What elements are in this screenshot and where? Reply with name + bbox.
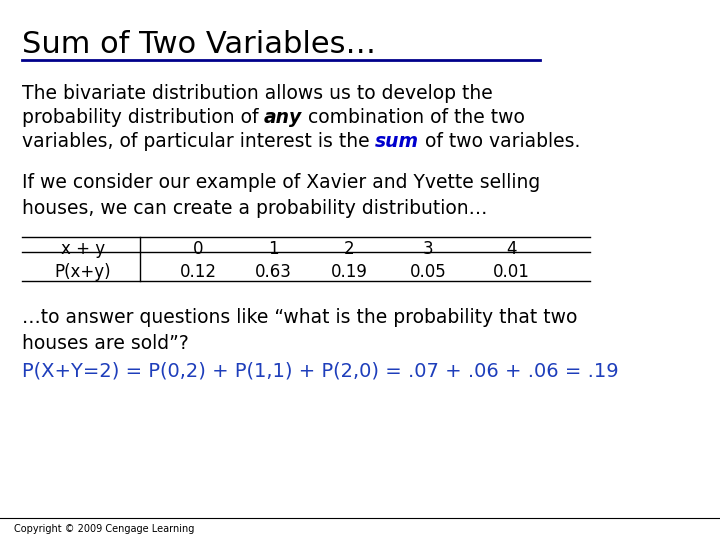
- Text: P(X+Y=2) = P(0,2) + P(1,1) + P(2,0) = .07 + .06 + .06 = .19: P(X+Y=2) = P(0,2) + P(1,1) + P(2,0) = .0…: [22, 362, 618, 381]
- Text: sum: sum: [375, 132, 419, 151]
- Text: 0.63: 0.63: [255, 263, 292, 281]
- Text: The bivariate distribution allows us to develop the: The bivariate distribution allows us to …: [22, 84, 492, 103]
- Text: of two variables.: of two variables.: [419, 132, 580, 151]
- Text: Copyright © 2009 Cengage Learning: Copyright © 2009 Cengage Learning: [14, 523, 195, 534]
- Text: 0.05: 0.05: [410, 263, 447, 281]
- Text: Sum of Two Variables…: Sum of Two Variables…: [22, 30, 376, 59]
- Text: any: any: [264, 108, 302, 127]
- Text: variables, of particular interest is the: variables, of particular interest is the: [22, 132, 375, 151]
- Text: 3: 3: [423, 240, 433, 258]
- Text: 0: 0: [193, 240, 203, 258]
- Text: 1: 1: [269, 240, 279, 258]
- Text: probability distribution of: probability distribution of: [22, 108, 264, 127]
- Text: P(x+y): P(x+y): [55, 263, 111, 281]
- Text: 0.01: 0.01: [492, 263, 530, 281]
- Text: 0.12: 0.12: [179, 263, 217, 281]
- Text: If we consider our example of Xavier and Yvette selling
houses, we can create a : If we consider our example of Xavier and…: [22, 173, 540, 218]
- Text: x + y: x + y: [60, 240, 105, 258]
- Text: combination of the two: combination of the two: [302, 108, 525, 127]
- Text: 0.19: 0.19: [330, 263, 368, 281]
- Text: 2: 2: [344, 240, 354, 258]
- Text: 4: 4: [506, 240, 516, 258]
- Text: …to answer questions like “what is the probability that two
houses are sold”?: …to answer questions like “what is the p…: [22, 308, 577, 353]
